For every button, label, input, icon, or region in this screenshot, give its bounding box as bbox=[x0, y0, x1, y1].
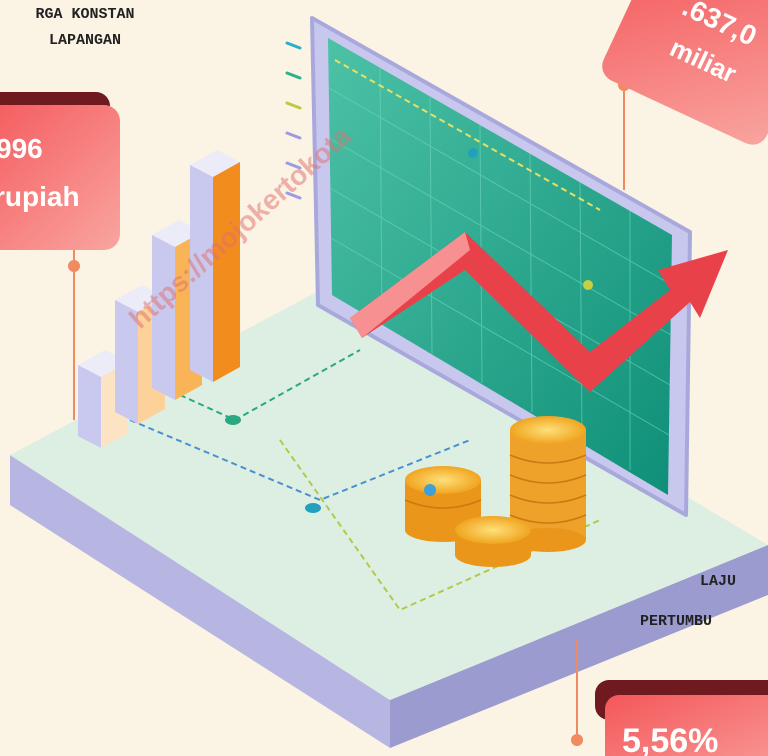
left-card: 996 rupiah bbox=[0, 92, 120, 250]
growth-label: PERTUMBU bbox=[640, 613, 712, 630]
growth-card: 5,56% bbox=[595, 680, 768, 756]
header-line: RGA KONSTAN bbox=[35, 6, 134, 23]
card-unit: rupiah bbox=[0, 181, 80, 212]
infographic: RGA KONSTAN LAPANGAN 996 rupiah .637,0 m… bbox=[0, 0, 768, 756]
page: RGA KONSTAN LAPANGAN 996 rupiah .637,0 m… bbox=[0, 0, 768, 756]
growth-label: LAJU bbox=[700, 573, 736, 590]
growth-value: 5,56% bbox=[622, 722, 718, 756]
card-value: 996 bbox=[0, 133, 43, 164]
header-line: LAPANGAN bbox=[49, 32, 121, 49]
